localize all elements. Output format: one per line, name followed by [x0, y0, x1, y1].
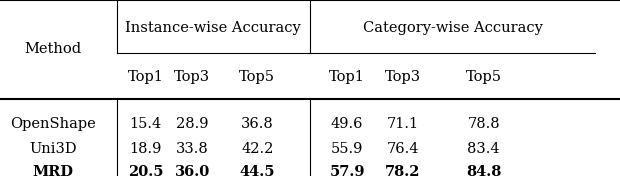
- Text: 44.5: 44.5: [239, 165, 275, 176]
- Text: OpenShape: OpenShape: [10, 117, 95, 131]
- Text: Top5: Top5: [466, 70, 502, 84]
- Text: Top3: Top3: [385, 70, 421, 84]
- Text: MRD: MRD: [32, 165, 73, 176]
- Text: 78.2: 78.2: [385, 165, 421, 176]
- Text: 15.4: 15.4: [130, 117, 162, 131]
- Text: 20.5: 20.5: [128, 165, 164, 176]
- Text: 57.9: 57.9: [329, 165, 365, 176]
- Text: 28.9: 28.9: [176, 117, 208, 131]
- Text: Top1: Top1: [128, 70, 164, 84]
- Text: Top3: Top3: [174, 70, 210, 84]
- Text: Category-wise Accuracy: Category-wise Accuracy: [363, 21, 542, 35]
- Text: 18.9: 18.9: [130, 142, 162, 156]
- Text: 84.8: 84.8: [466, 165, 502, 176]
- Text: 36.8: 36.8: [241, 117, 273, 131]
- Text: Top5: Top5: [239, 70, 275, 84]
- Text: 42.2: 42.2: [241, 142, 273, 156]
- Text: 36.0: 36.0: [175, 165, 210, 176]
- Text: 33.8: 33.8: [176, 142, 208, 156]
- Text: Instance-wise Accuracy: Instance-wise Accuracy: [125, 21, 301, 35]
- Text: 49.6: 49.6: [331, 117, 363, 131]
- Text: Top1: Top1: [329, 70, 365, 84]
- Text: 83.4: 83.4: [467, 142, 500, 156]
- Text: 76.4: 76.4: [387, 142, 419, 156]
- Text: Method: Method: [24, 42, 81, 56]
- Text: 71.1: 71.1: [387, 117, 419, 131]
- Text: Uni3D: Uni3D: [29, 142, 76, 156]
- Text: 55.9: 55.9: [331, 142, 363, 156]
- Text: 78.8: 78.8: [467, 117, 500, 131]
